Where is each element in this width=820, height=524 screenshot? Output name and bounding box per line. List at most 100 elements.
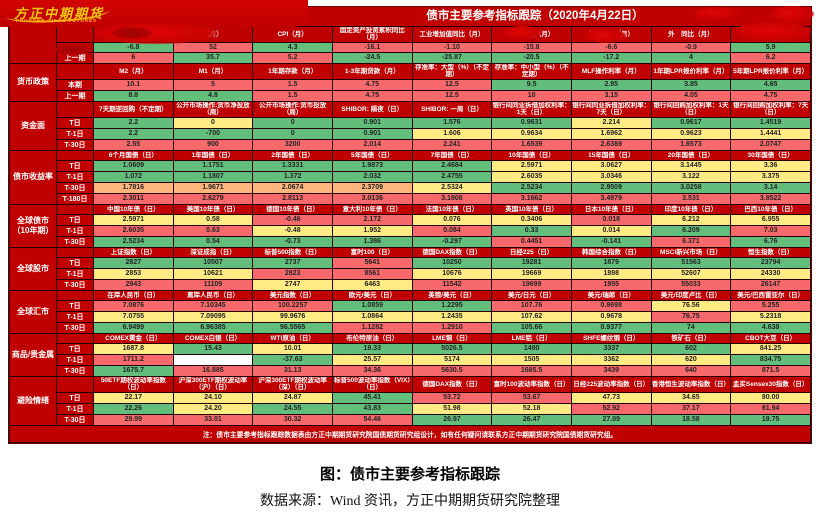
- value-cell: 2.3011: [93, 192, 174, 205]
- band-group-label: 全球汇市: [9, 289, 57, 334]
- column-header: 30年国债（日）: [730, 149, 811, 161]
- value-cell: 52: [172, 41, 254, 53]
- value-cell: 43.83: [331, 402, 413, 415]
- value-cell: 2.55: [93, 138, 174, 151]
- column-header: 银行间回购加权利率：7天（日）: [730, 100, 811, 118]
- value-cell: 10621: [172, 267, 254, 280]
- value-cell: 6.371: [650, 235, 732, 248]
- band-header-row: 避险情绪 50ETF期权波动率指数（日） 沪深300ETF期权波动率（沪）（日） 沪深…: [9, 375, 811, 426]
- column-header: CPI（月）: [252, 26, 333, 43]
- value-cell: 5: [172, 78, 254, 91]
- value-cell: 0.901: [331, 127, 413, 140]
- value-cell: 2.5234: [93, 235, 174, 248]
- value-cell: 2.5234: [491, 181, 572, 194]
- value-cell: 2.6035: [491, 170, 572, 183]
- value-cell: 2.5324: [411, 181, 493, 194]
- value-cell: 54.46: [331, 413, 413, 426]
- value-cell: 3.0346: [570, 170, 652, 183]
- value-cell: 11109: [172, 278, 254, 291]
- value-cell: -15.8: [491, 41, 572, 53]
- value-cell: 34.36: [331, 364, 413, 377]
- value-cell: 1505: [491, 353, 572, 366]
- value-cell: 10676: [411, 267, 493, 280]
- data-row: T-1日 2853 10621 2823 8561 10676 19669 1898 52607…: [10, 267, 811, 280]
- row-label-spacer: [56, 62, 94, 80]
- column-header: 富时100波动率指数（日）: [491, 375, 572, 393]
- value-cell: 2.6279: [172, 192, 254, 205]
- column-header: 1年期LPR报价利率（月）: [650, 62, 732, 80]
- value-cell: 5026.5: [411, 342, 493, 355]
- value-cell: 0.3406: [491, 213, 572, 226]
- column-header: 工业增加值同比（月）: [411, 26, 493, 43]
- value-cell: 0.54: [172, 235, 254, 248]
- column-header: 外 同比（月）: [650, 26, 732, 43]
- value-cell: 1.6539: [491, 138, 572, 151]
- value-cell: 22.17: [93, 391, 174, 404]
- logo-subtitle: FOUNDER CIFCO FUTURES: [16, 18, 97, 23]
- row-label-spacer: [56, 203, 94, 215]
- column-header: 美元/印度卢比（日）: [650, 289, 732, 301]
- band-header-row: 资金面 7天期逆回购（不定期） 公开市场操作:货币净投放（周） 公开市场操作:货币投放…: [9, 100, 811, 151]
- indicator-grid: （月）CPI（月）固定资产投资累积同比（月）工业增加值同比（月）消费同比（月）外…: [9, 26, 811, 443]
- row-label-spacer: [56, 149, 94, 161]
- row-label: T-1日: [56, 127, 94, 140]
- value-cell: 2.5971: [93, 213, 174, 226]
- data-row: T-180日 2.3011 2.6279 2.8113 3.0136 3.1808 3.16…: [10, 192, 811, 205]
- value-cell: 8561: [331, 267, 413, 280]
- value-cell: 105.66: [491, 321, 572, 334]
- value-cell: 0.4451: [491, 235, 572, 248]
- value-cell: 2827: [93, 256, 174, 269]
- value-cell: 6.209: [650, 224, 732, 237]
- value-cell: 10: [491, 89, 572, 102]
- value-cell: 1.0609: [93, 159, 174, 172]
- value-cell: 2853: [93, 267, 174, 280]
- value-cell: 7.03: [730, 224, 811, 237]
- column-header: 存准率：中小型（%）（不定期）: [491, 62, 572, 80]
- data-row: T-1日 22.26 24.20 24.55 43.83 51.98 52.18 52.92 3…: [10, 402, 811, 415]
- value-cell: 3.122: [650, 170, 732, 183]
- value-cell: 1.1282: [331, 321, 413, 334]
- value-cell: 1685.5: [491, 364, 572, 377]
- band-header-row: 全球股市 上证指数（日） 深证成指（日） 标普500指数（日） 富时100（日） 德国DA…: [9, 246, 811, 291]
- data-row: T-30日 2.55 900 3200 2.014 2.241 1.6539 2.6389 1.…: [10, 138, 811, 151]
- value-cell: 24.10: [172, 391, 254, 404]
- value-cell: 1675.7: [93, 364, 174, 377]
- indicator-table: 债市主要参考指标跟踪（2020年4月22日） （月）CPI（月）固定资产投资累积…: [8, 6, 812, 444]
- value-cell: 3362: [570, 353, 652, 366]
- value-cell: 0.33: [491, 224, 572, 237]
- data-row: T-30日 2.5234 0.54 -0.73 1.386 -0.297 0.4451 -0.…: [10, 235, 811, 248]
- value-cell: 37.17: [650, 402, 732, 415]
- column-header: SHIBOR: 隔夜（日）: [331, 100, 413, 118]
- value-cell: 0.084: [411, 224, 493, 237]
- column-header: 5年期LPR报价利率（月）: [730, 62, 811, 80]
- value-cell: 3.0627: [570, 159, 652, 172]
- data-row: T-30日 1675.7 16.885 31.13 34.36 5630.5 1685.5 3…: [10, 364, 811, 377]
- value-cell: 3.375: [730, 170, 811, 183]
- column-header: 7天期逆回购（不定期）: [93, 100, 174, 118]
- data-row: T日 1687.8 15.43 10.01 19.33 5026.5 1490 3337 602…: [10, 342, 811, 355]
- value-cell: 51.98: [411, 402, 493, 415]
- value-cell: 76.56: [650, 299, 732, 312]
- value-cell: 5.255: [730, 299, 811, 312]
- row-label-spacer: [56, 375, 94, 393]
- data-row: -6.8 52 4.3 -16.1 -1.10 -15.8 -6.6 -0.9 5.9: [10, 41, 811, 53]
- value-cell: 7.0876: [93, 299, 174, 312]
- value-cell: 10250: [411, 256, 493, 269]
- row-label: T-30日: [56, 181, 94, 194]
- band-group-label: 货币政策: [9, 62, 57, 102]
- value-cell: 24.87: [252, 391, 333, 404]
- value-cell: 1.2910: [411, 321, 493, 334]
- value-cell: -1.10: [411, 41, 493, 53]
- column-header: COMEX黄金（日）: [93, 332, 174, 344]
- value-cell: -0.46: [252, 213, 333, 226]
- value-cell: -6.6: [570, 41, 652, 53]
- value-cell: 1898: [570, 267, 652, 280]
- value-cell: -24.5: [331, 51, 413, 64]
- value-cell: 2.214: [570, 116, 652, 129]
- value-cell: 4.638: [730, 321, 811, 334]
- value-cell: 76.75: [650, 310, 732, 323]
- value-cell: 1.2295: [411, 299, 493, 312]
- value-cell: 4.75: [331, 89, 413, 102]
- column-header: 孟买Sensex30指数（日）: [730, 375, 811, 393]
- value-cell: 99.9676: [252, 310, 333, 323]
